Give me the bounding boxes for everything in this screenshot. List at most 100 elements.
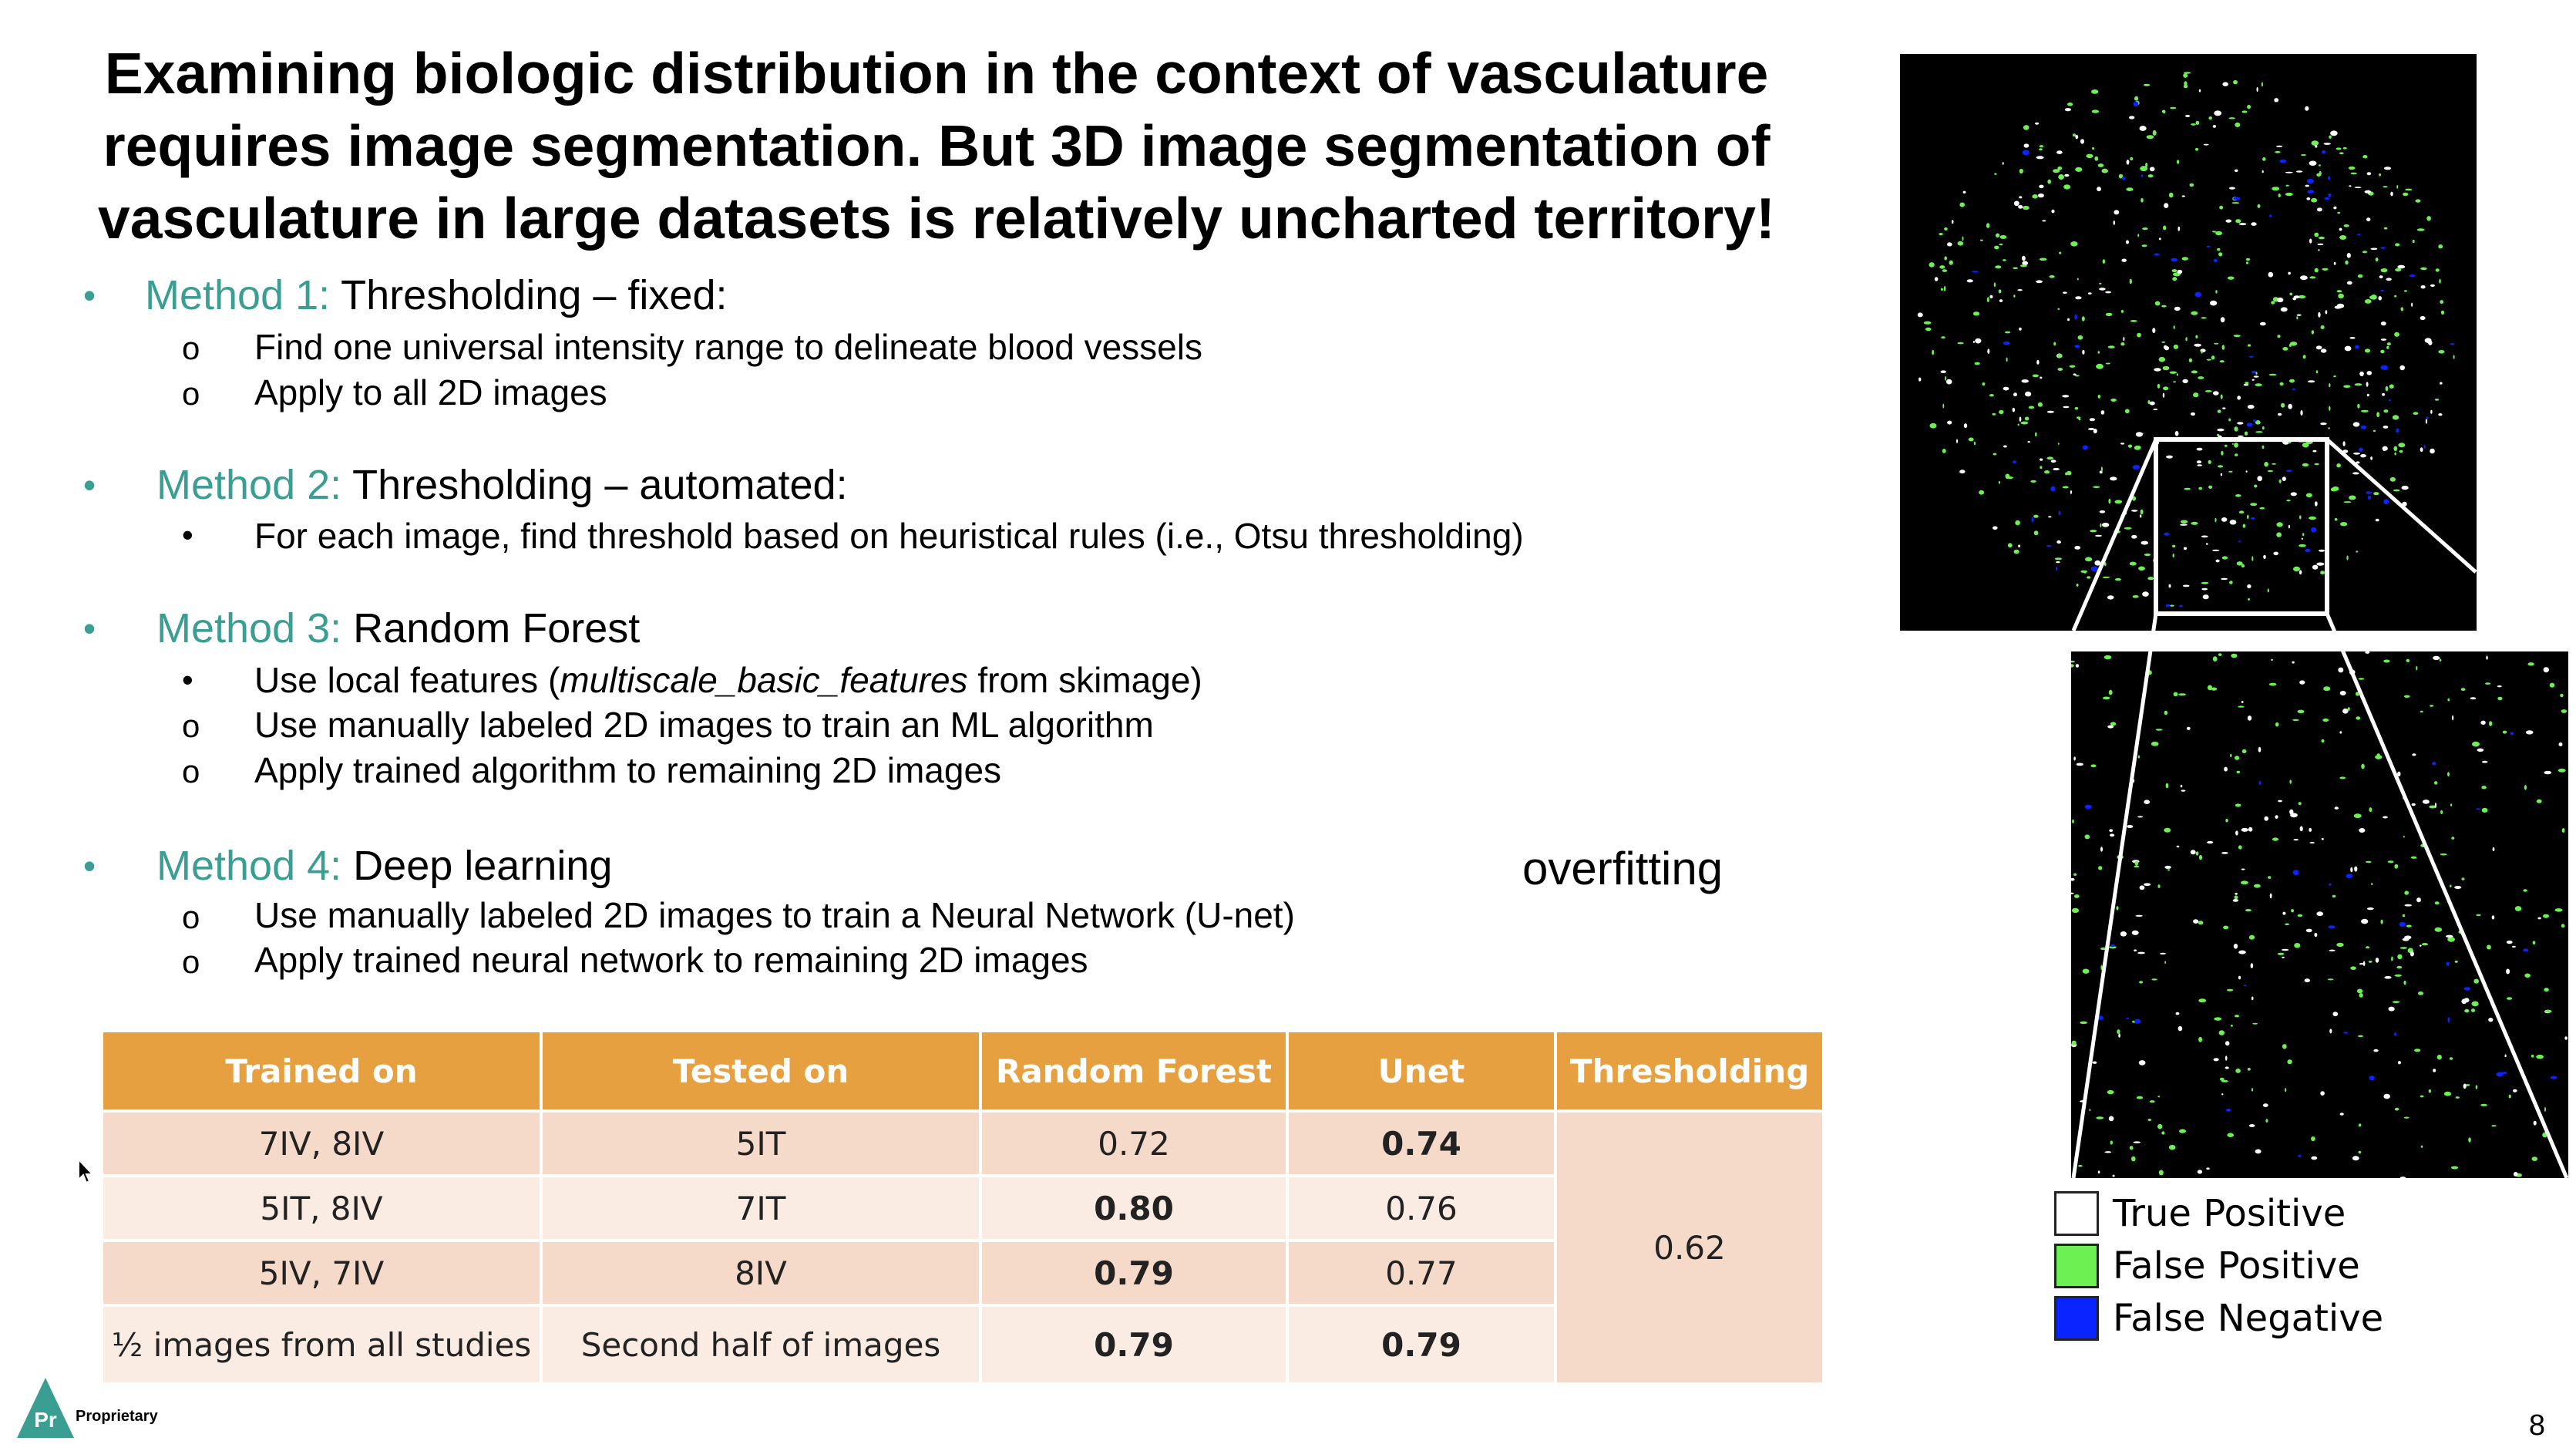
vessel-speckle: [2137, 755, 2141, 759]
vessel-speckle: [2201, 581, 2209, 584]
vessel-speckle: [2050, 486, 2056, 492]
vessel-speckle: [2244, 985, 2247, 987]
vessel-speckle: [2134, 865, 2140, 868]
vessel-speckle: [2141, 244, 2147, 247]
vessel-speckle: [2247, 104, 2251, 109]
vessel-speckle: [2311, 197, 2318, 203]
vessel-speckle: [2392, 415, 2399, 420]
vessel-speckle: [2221, 1093, 2224, 1096]
vessel-speckle: [2451, 837, 2455, 840]
vessel-speckle: [2227, 276, 2235, 280]
vessel-speckle: [2124, 510, 2127, 515]
vessel-speckle: [1993, 526, 1998, 530]
vessel-speckle: [2476, 914, 2481, 917]
vessel-speckle: [2536, 1054, 2544, 1059]
vessel-speckle: [2224, 766, 2228, 772]
vessel-speckle: [1940, 370, 1946, 374]
vessel-speckle: [2252, 419, 2257, 422]
vessel-speckle: [1963, 423, 1968, 429]
vessel-speckle: [2065, 472, 2068, 476]
vessel-speckle: [2221, 345, 2225, 350]
vessel-speckle: [2277, 412, 2282, 416]
vessel-speckle: [2035, 432, 2037, 437]
vessel-speckle: [2286, 500, 2291, 502]
vessel-speckle: [2179, 1129, 2186, 1133]
table-cell: 5IT, 8IV: [103, 1177, 540, 1239]
vessel-speckle: [2250, 503, 2258, 507]
vessel-speckle: [2073, 894, 2080, 898]
vessel-speckle: [2158, 237, 2161, 241]
vessel-speckle: [2269, 214, 2272, 217]
vessel-speckle: [1998, 480, 2000, 484]
vessel-speckle: [2044, 470, 2050, 474]
vessel-speckle: [1999, 235, 2007, 239]
vessel-speckle: [2352, 422, 2360, 427]
vessel-speckle: [2398, 443, 2406, 448]
vessel-speckle: [2339, 227, 2342, 231]
vessel-speckle: [2338, 667, 2344, 673]
vessel-speckle: [2358, 1123, 2362, 1127]
vessel-speckle: [2020, 421, 2029, 425]
vessel-speckle: [2108, 498, 2111, 504]
vessel-speckle: [2305, 184, 2309, 187]
vessel-speckle: [2402, 192, 2409, 197]
vessel-speckle: [2182, 584, 2190, 587]
vessel-speckle: [2292, 870, 2299, 876]
vessel-speckle: [2446, 961, 2450, 966]
vessel-speckle: [2074, 546, 2081, 550]
vessel-speckle: [2093, 486, 2100, 488]
vessel-speckle: [1972, 341, 1975, 343]
vessel-speckle: [2076, 583, 2079, 587]
vessel-speckle: [2255, 420, 2261, 425]
vessel-speckle: [2357, 234, 2361, 236]
vessel-speckle: [2213, 1058, 2219, 1062]
vessel-speckle: [2298, 1154, 2302, 1157]
vessel-speckle: [2062, 486, 2069, 489]
vessel-speckle: [2397, 1061, 2401, 1065]
vessel-speckle: [2101, 168, 2108, 173]
vessel-speckle: [2433, 1069, 2436, 1072]
vessel-speckle: [2375, 518, 2379, 522]
vessel-speckle: [2036, 359, 2040, 365]
vessel-speckle: [2399, 365, 2405, 371]
vessel-speckle: [2420, 447, 2423, 453]
vessel-speckle: [2225, 1041, 2230, 1046]
vessel-speckle: [2392, 1001, 2400, 1003]
logo-text: Pr: [34, 1408, 57, 1432]
vessel-speckle: [2241, 564, 2245, 568]
vessel-speckle: [2453, 355, 2455, 359]
vessel-speckle: [2227, 1133, 2234, 1137]
vessel-speckle: [2321, 838, 2324, 840]
vessel-speckle: [2138, 1060, 2146, 1066]
vessel-speckle: [2311, 527, 2317, 533]
vessel-speckle: [2393, 489, 2400, 492]
vessel-speckle: [2391, 956, 2393, 961]
vessel-speckle: [2375, 958, 2379, 963]
bullet-icon: •: [83, 846, 96, 886]
vessel-speckle: [2141, 540, 2149, 545]
vessel-speckle: [2097, 394, 2100, 399]
vessel-speckle: [2241, 868, 2245, 870]
vessel-speckle: [2316, 562, 2325, 566]
table-cell: ½ images from all studies: [103, 1307, 540, 1382]
vessel-speckle: [2373, 1049, 2379, 1052]
vessel-speckle: [2039, 458, 2043, 461]
vessel-speckle: [2514, 906, 2522, 911]
vessel-speckle: [2405, 188, 2413, 191]
vessel-speckle: [2497, 696, 2503, 701]
vessel-speckle: [1945, 375, 1947, 381]
vessel-speckle: [2343, 224, 2349, 227]
vessel-speckle: [2212, 125, 2217, 128]
vessel-speckle: [2032, 194, 2038, 199]
vessel-speckle: [2262, 445, 2265, 449]
vessel-speckle: [2180, 524, 2188, 526]
vessel-speckle: [2241, 110, 2248, 113]
vessel-speckle: [2380, 289, 2384, 292]
vessel-speckle: [2248, 355, 2254, 358]
vessel-speckle: [2157, 383, 2161, 389]
vessel-speckle: [2276, 522, 2283, 527]
vessel-speckle: [2151, 978, 2157, 981]
vessel-speckle: [2178, 604, 2183, 608]
vessel-speckle: [2222, 407, 2226, 409]
vessel-speckle: [2309, 827, 2312, 832]
